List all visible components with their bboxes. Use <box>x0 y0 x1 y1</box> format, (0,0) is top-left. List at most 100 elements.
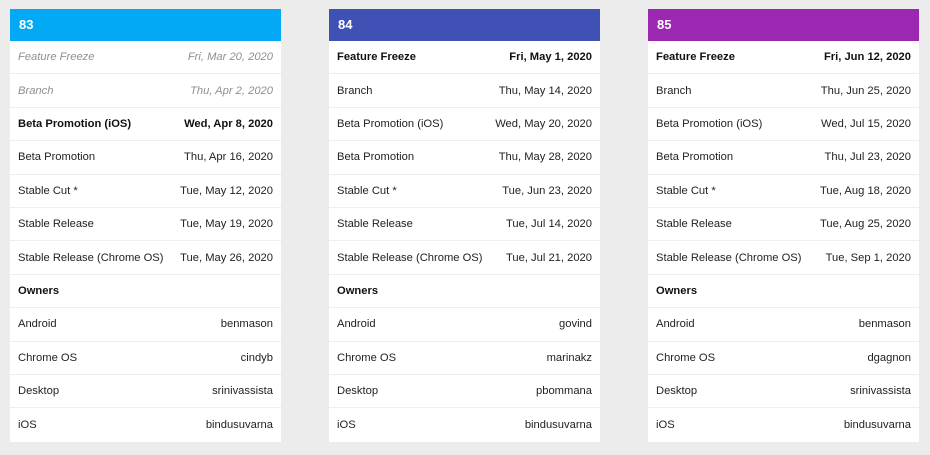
schedule-row: Stable Release Tue, Aug 25, 2020 <box>648 208 919 242</box>
schedule-list: Feature Freeze Fri, May 1, 2020 Branch Thu… <box>329 41 600 442</box>
owner-row: iOS bindusuvarna <box>329 408 600 441</box>
milestone-card-85: 85 Feature Freeze Fri, Jun 12, 2020 Branc… <box>648 9 919 442</box>
owner-row: Desktop srinivassista <box>648 375 919 409</box>
milestone-card-84: 84 Feature Freeze Fri, May 1, 2020 Branch… <box>329 9 600 442</box>
row-value: Thu, Jul 23, 2020 <box>824 151 911 164</box>
owner-name: govind <box>559 318 592 331</box>
owner-name: srinivassista <box>850 385 911 398</box>
row-label: Stable Cut * <box>18 184 78 197</box>
row-label: Stable Release (Chrome OS) <box>18 251 164 264</box>
row-value: Tue, Aug 18, 2020 <box>819 184 911 197</box>
schedule-row: Feature Freeze Fri, Jun 12, 2020 <box>648 41 919 75</box>
row-label: Branch <box>18 84 54 97</box>
owner-name: bindusuvarna <box>524 418 592 431</box>
row-label: Branch <box>337 84 373 97</box>
row-label: Beta Promotion (iOS) <box>337 117 444 130</box>
owner-row: Chrome OS cindyb <box>10 342 281 375</box>
milestone-header: 85 <box>648 9 919 41</box>
owners-heading-row: Owners <box>10 275 281 309</box>
row-value: Tue, Sep 1, 2020 <box>825 251 911 264</box>
row-label: Beta Promotion <box>18 151 96 164</box>
row-value: Tue, Jul 14, 2020 <box>505 218 592 231</box>
row-value: Thu, Apr 16, 2020 <box>184 151 273 164</box>
platform-label: iOS <box>656 418 675 431</box>
owner-row: Desktop srinivassista <box>10 375 281 409</box>
milestone-card-83: 83 Feature Freeze Fri, Mar 20, 2020 Branc… <box>10 9 281 442</box>
schedule-row: Stable Release Tue, May 19, 2020 <box>10 208 281 242</box>
schedule-row: Beta Promotion (iOS) Wed, May 20, 2020 <box>329 108 600 142</box>
row-label: Feature Freeze <box>337 51 416 64</box>
row-label: Beta Promotion (iOS) <box>18 117 132 130</box>
row-value: Wed, Jul 15, 2020 <box>821 117 911 130</box>
row-value: Tue, May 12, 2020 <box>180 184 273 197</box>
owner-row: Chrome OS dgagnon <box>648 342 919 375</box>
schedule-list: Feature Freeze Fri, Jun 12, 2020 Branch Th… <box>648 41 919 442</box>
owner-name: pbommana <box>536 385 592 398</box>
owner-row: Android benmason <box>648 308 919 342</box>
platform-label: iOS <box>337 418 356 431</box>
owner-name: cindyb <box>240 351 273 364</box>
schedule-row: Branch Thu, May 14, 2020 <box>329 74 600 108</box>
row-label: Stable Release <box>18 218 94 231</box>
platform-label: Chrome OS <box>18 351 78 364</box>
platform-label: Android <box>337 318 376 331</box>
schedule-row: Feature Freeze Fri, Mar 20, 2020 <box>10 41 281 75</box>
schedule-row: Beta Promotion Thu, Apr 16, 2020 <box>10 141 281 175</box>
schedule-row: Beta Promotion Thu, May 28, 2020 <box>329 141 600 175</box>
owners-heading-row: Owners <box>648 275 919 309</box>
owner-name: marinakz <box>546 351 592 364</box>
schedule-row: Beta Promotion (iOS) Wed, Apr 8, 2020 <box>10 108 281 142</box>
platform-label: Android <box>656 318 695 331</box>
schedule-list: Feature Freeze Fri, Mar 20, 2020 Branch Th… <box>10 41 281 442</box>
row-value: Fri, May 1, 2020 <box>509 51 592 64</box>
platform-label: Desktop <box>337 385 379 398</box>
row-label: Branch <box>656 84 692 97</box>
row-label: Stable Cut * <box>337 184 397 197</box>
owners-heading: Owners <box>337 284 379 297</box>
row-value: Fri, Jun 12, 2020 <box>823 51 911 64</box>
schedule-row: Branch Thu, Apr 2, 2020 <box>10 74 281 108</box>
row-value: Tue, May 19, 2020 <box>180 218 273 231</box>
owner-name: bindusuvarna <box>205 418 273 431</box>
row-label: Feature Freeze <box>18 51 95 64</box>
platform-label: Desktop <box>18 385 60 398</box>
row-value: Thu, May 14, 2020 <box>498 84 592 97</box>
row-value: Wed, Apr 8, 2020 <box>184 117 273 130</box>
owner-row: iOS bindusuvarna <box>648 408 919 441</box>
row-value: Tue, May 26, 2020 <box>180 251 273 264</box>
platform-label: Chrome OS <box>656 351 716 364</box>
schedule-row: Beta Promotion (iOS) Wed, Jul 15, 2020 <box>648 108 919 142</box>
row-label: Beta Promotion <box>656 151 734 164</box>
schedule-row: Stable Release (Chrome OS) Tue, May 26, 2… <box>10 241 281 275</box>
schedule-row: Beta Promotion Thu, Jul 23, 2020 <box>648 141 919 175</box>
platform-label: Android <box>18 318 57 331</box>
platform-label: Desktop <box>656 385 698 398</box>
owner-row: Android benmason <box>10 308 281 342</box>
platform-label: Chrome OS <box>337 351 397 364</box>
row-label: Stable Release <box>656 218 732 231</box>
schedule-row: Stable Release (Chrome OS) Tue, Jul 21, 2… <box>329 241 600 275</box>
owner-row: Chrome OS marinakz <box>329 342 600 375</box>
row-label: Stable Release (Chrome OS) <box>337 251 483 264</box>
owners-heading-row: Owners <box>329 275 600 309</box>
schedule-row: Stable Release (Chrome OS) Tue, Sep 1, 20… <box>648 241 919 275</box>
schedule-row: Stable Cut * Tue, Jun 23, 2020 <box>329 175 600 208</box>
owner-name: srinivassista <box>212 385 273 398</box>
schedule-row: Stable Cut * Tue, May 12, 2020 <box>10 175 281 208</box>
row-label: Feature Freeze <box>656 51 735 64</box>
owner-name: benmason <box>858 318 911 331</box>
platform-label: iOS <box>18 418 37 431</box>
row-value: Thu, May 28, 2020 <box>498 151 592 164</box>
row-value: Tue, Aug 25, 2020 <box>819 218 911 231</box>
owners-heading: Owners <box>18 284 60 297</box>
row-label: Beta Promotion (iOS) <box>656 117 763 130</box>
row-value: Thu, Jun 25, 2020 <box>820 84 911 97</box>
owner-name: dgagnon <box>867 351 911 364</box>
owner-row: Desktop pbommana <box>329 375 600 409</box>
owner-name: benmason <box>220 318 273 331</box>
milestone-header: 84 <box>329 9 600 41</box>
row-label: Stable Cut * <box>656 184 716 197</box>
schedule-row: Feature Freeze Fri, May 1, 2020 <box>329 41 600 75</box>
schedule-row: Stable Cut * Tue, Aug 18, 2020 <box>648 175 919 208</box>
row-label: Beta Promotion <box>337 151 415 164</box>
